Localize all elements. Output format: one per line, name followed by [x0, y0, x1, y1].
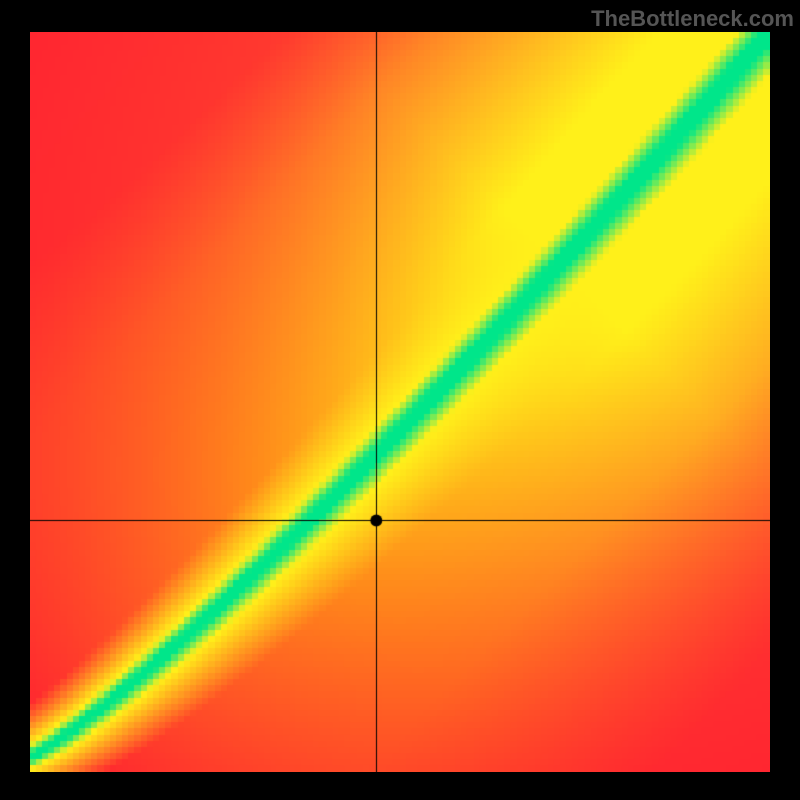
watermark-text: TheBottleneck.com — [591, 6, 794, 32]
root-container: TheBottleneck.com — [0, 0, 800, 800]
bottleneck-heatmap — [30, 32, 770, 772]
